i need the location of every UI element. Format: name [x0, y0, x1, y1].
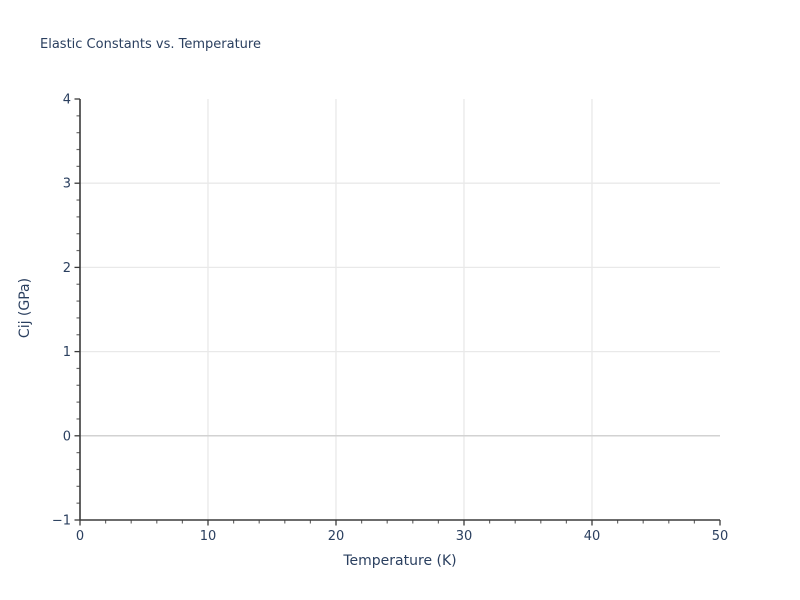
x-tick-label: 20 [328, 529, 345, 544]
y-tick-label: 0 [63, 429, 71, 444]
x-tick-label: 50 [712, 529, 729, 544]
x-tick-label: 30 [456, 529, 473, 544]
y-tick-label: −1 [52, 514, 71, 529]
chart-title: Elastic Constants vs. Temperature [40, 37, 261, 52]
x-tick-label: 10 [200, 529, 217, 544]
x-axis-title: Temperature (K) [343, 553, 457, 569]
y-tick-label: 2 [63, 261, 71, 276]
x-tick-label: 40 [584, 529, 601, 544]
y-tick-label: 3 [63, 177, 71, 192]
y-axis-title: Cij (GPa) [17, 277, 33, 339]
x-tick-label: 0 [76, 529, 84, 544]
y-tick-label: 1 [63, 345, 71, 360]
y-tick-label: 4 [63, 93, 71, 108]
